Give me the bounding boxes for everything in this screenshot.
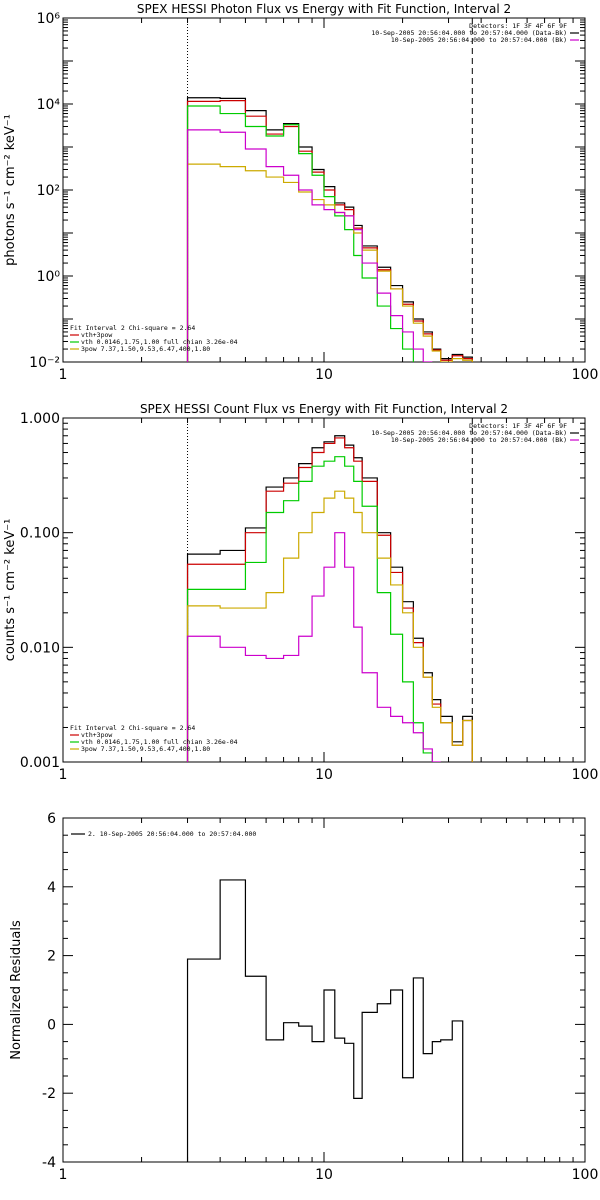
x-tick-label: 1 (59, 367, 68, 383)
series-vth-line (186, 105, 433, 362)
fit-legend-entry: vth+3pow (81, 731, 112, 739)
x-tick-label: 10 (315, 1167, 333, 1183)
series-3pow-line (186, 490, 473, 762)
x-tick-label: 100 (572, 767, 599, 783)
y-tick-label: 10⁶ (37, 11, 61, 27)
series-group (186, 879, 464, 1162)
y-tick-label: 4 (47, 880, 56, 896)
series-group (186, 97, 473, 362)
y-tick-label: 2 (47, 949, 56, 965)
legend-entry: 10-Sep-2005 20:56:04.000 to 20:57:04.000… (391, 36, 567, 44)
chart-title: SPEX HESSI Count Flux vs Energy with Fit… (140, 402, 508, 416)
series-vth-3pow-line (186, 100, 473, 362)
y-tick-label: 10² (37, 183, 60, 199)
series-group (186, 435, 473, 762)
fit-legend-entry: Fit Interval 2 Chi-square = 2.64 (70, 724, 195, 732)
y-tick-label: 10⁴ (37, 97, 61, 113)
fit-legend-entry: vth 0.0146,1.75,1.00 full chian 3.26e-04 (81, 738, 238, 746)
legend-entry: 2. 10-Sep-2005 20:56:04.000 to 20:57:04.… (88, 830, 256, 838)
x-tick-label: 1 (59, 767, 68, 783)
chart-title: SPEX HESSI Photon Flux vs Energy with Fi… (137, 2, 511, 16)
y-tick-label: 10⁰ (37, 269, 61, 285)
fit-legend-entry: 3pow 7.37,1.50,9.53,6.47,400,1.80 (81, 345, 210, 353)
series-bk-line (186, 129, 433, 362)
x-tick-label: 100 (572, 1167, 599, 1183)
fit-legend-entry: Fit Interval 2 Chi-square = 2.64 (70, 324, 195, 332)
y-tick-label: 0.100 (20, 526, 60, 542)
fit-legend-entry: vth 0.0146,1.75,1.00 full chian 3.26e-04 (81, 338, 238, 346)
x-tick-label: 10 (315, 767, 333, 783)
y-axis-label: counts s⁻¹ cm⁻² keV⁻¹ (3, 519, 18, 662)
legend-entry: Detectors: 1F 3F 4F 6F 9F (469, 22, 567, 30)
legend-entry: Detectors: 1F 3F 4F 6F 9F (469, 422, 567, 430)
y-tick-label: 0 (47, 1017, 56, 1033)
series-data-bk-line (186, 435, 473, 762)
series-2-10-sep-2005-20-56-04-000-to-20-57-04-000-line (186, 879, 464, 1162)
y-tick-label: 6 (47, 811, 56, 827)
y-tick-label: -4 (42, 1155, 56, 1171)
y-tick-label: 0.001 (20, 755, 60, 771)
series-3pow-line (186, 163, 473, 362)
fit-legend-entry: 3pow 7.37,1.50,9.53,6.47,400,1.80 (81, 745, 210, 753)
y-tick-label: -2 (42, 1086, 56, 1102)
y-tick-label: 0.010 (20, 640, 60, 656)
fit-legend-entry: vth+3pow (81, 331, 112, 339)
panel-1: SPEX HESSI Photon Flux vs Energy with Fi… (3, 2, 598, 383)
panel-3: Normalized Residuals 1 10 100 -4 -2 0 2 4 6 2. 10-… (9, 811, 598, 1183)
panel-2: SPEX HESSI Count Flux vs Energy with Fit… (3, 402, 599, 783)
series-vth-3pow-line (186, 437, 473, 762)
y-tick-label: 10⁻² (29, 355, 60, 371)
legend-entry: 10-Sep-2005 20:56:04.000 to 20:57:04.000… (371, 29, 567, 37)
x-tick-label: 1 (59, 1167, 68, 1183)
series-data-bk-line (186, 97, 473, 362)
x-tick-label: 10 (315, 367, 333, 383)
y-tick-label: 1.000 (20, 411, 60, 427)
legend-entry: 10-Sep-2005 20:56:04.000 to 20:57:04.000… (371, 429, 567, 437)
series-bk-line (186, 532, 441, 762)
y-axis-label: photons s⁻¹ cm⁻² keV⁻¹ (3, 114, 18, 266)
x-tick-label: 100 (572, 367, 599, 383)
legend-entry: 10-Sep-2005 20:56:04.000 to 20:57:04.000… (391, 436, 567, 444)
y-axis-label: Normalized Residuals (9, 920, 24, 1060)
